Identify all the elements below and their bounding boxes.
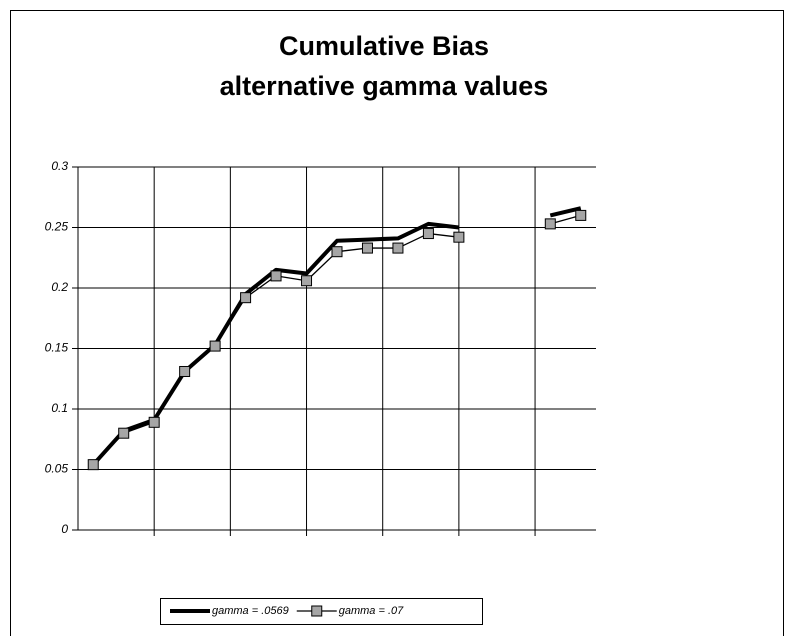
y-tick-label: 0	[61, 522, 68, 536]
chart-frame	[10, 10, 784, 641]
marker	[118, 427, 130, 439]
marker	[270, 270, 282, 282]
marker	[392, 242, 404, 254]
y-tick-label: 0.15	[45, 341, 69, 355]
marker	[209, 340, 221, 352]
marker	[240, 292, 252, 304]
marker	[544, 218, 556, 230]
marker	[453, 231, 465, 243]
chart-subtitle: alternative gamma values	[220, 71, 549, 101]
marker	[422, 228, 434, 240]
y-tick-label: 0.3	[51, 159, 68, 173]
y-tick-label: 0.2	[51, 280, 68, 294]
chart-title: Cumulative Bias	[279, 31, 489, 61]
marker	[87, 459, 99, 471]
marker	[361, 242, 373, 254]
y-tick-label: 0.05	[45, 462, 69, 476]
series-line	[549, 206, 582, 218]
marker	[179, 365, 191, 377]
legend-label: gamma = .07	[339, 605, 404, 617]
y-tick-label: 0.25	[45, 220, 69, 234]
marker	[301, 275, 313, 287]
marker	[331, 246, 343, 258]
legend-marker	[311, 605, 323, 617]
legend-label: gamma = .0569	[212, 605, 289, 617]
marker	[575, 209, 587, 221]
marker	[148, 416, 160, 428]
y-tick-label: 0.1	[51, 401, 68, 415]
